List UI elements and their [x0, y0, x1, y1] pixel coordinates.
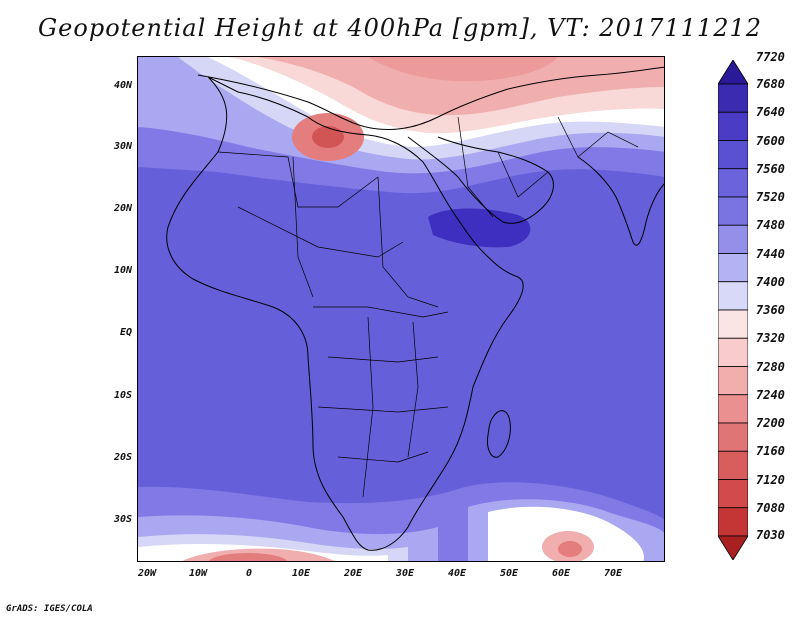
india-coastline — [577, 156, 664, 246]
border-line — [337, 451, 429, 463]
lon-label-40e: 40E — [447, 568, 467, 579]
colorbar-cells — [718, 60, 748, 560]
border-line — [317, 406, 449, 413]
africa-coastline — [166, 76, 524, 551]
colorbar-cell — [718, 83, 748, 113]
mediterranean-coast — [197, 66, 664, 130]
colorbar-level-label: 7560 — [756, 161, 785, 176]
colorbar-level-label: 7120 — [756, 472, 785, 487]
colorbar-level-label: 7480 — [756, 218, 785, 233]
colorbar-level-label: 7080 — [756, 500, 785, 515]
field-low-south-red — [208, 553, 288, 561]
lat-label-40n: 40N — [113, 80, 132, 91]
lon-label-50e: 50E — [499, 568, 519, 579]
lon-label-30e: 30E — [395, 568, 415, 579]
colorbar-level-label: 7640 — [756, 105, 785, 120]
lon-label-70e: 70E — [603, 568, 623, 579]
coastlines — [166, 66, 664, 551]
border-line — [557, 116, 639, 158]
colorbar — [718, 60, 748, 560]
lat-label-30s: 30S — [113, 514, 132, 525]
field-low-north-core — [312, 126, 344, 148]
colorbar-cell — [718, 337, 748, 367]
colorbar-cell — [718, 479, 748, 509]
colorbar-level-label: 7360 — [756, 303, 785, 317]
colorbar-cell — [718, 224, 748, 254]
border-line — [407, 321, 419, 458]
colorbar-cell — [718, 309, 748, 339]
border-line — [497, 151, 549, 198]
border-line — [237, 206, 404, 258]
lat-label-30n: 30N — [113, 141, 132, 152]
colorbar-cell — [718, 281, 748, 311]
field-band-pink-north — [258, 57, 664, 116]
lat-label-10n: 10N — [113, 265, 132, 276]
colorbar-level-label: 7680 — [756, 77, 785, 91]
lon-label-60e: 60E — [551, 568, 571, 579]
colorbar-cell — [718, 450, 748, 480]
colorbar-level-label: 7440 — [756, 246, 785, 261]
lon-label-10w: 10W — [188, 568, 208, 579]
border-line — [327, 356, 439, 363]
border-line — [217, 151, 379, 208]
lat-label-20s: 20S — [113, 452, 132, 463]
colorbar-cell — [718, 111, 748, 141]
field-high-arabia — [428, 208, 531, 248]
grads-credit: GrADS: IGES/COLA — [6, 604, 93, 614]
border-line — [292, 156, 314, 298]
colorbar-top-arrow — [718, 60, 748, 85]
colorbar-cell — [718, 394, 748, 424]
madagascar-coastline — [487, 410, 511, 458]
field-low-southeast-red — [558, 541, 582, 557]
colorbar-level-label: 7600 — [756, 133, 785, 148]
lon-label-10e: 10E — [291, 568, 311, 579]
colorbar-level-label: 7160 — [756, 444, 785, 459]
lon-label-0: 0 — [245, 568, 253, 579]
colorbar-level-label: 7240 — [756, 387, 785, 402]
lon-label-20w: 20W — [137, 568, 157, 579]
colorbar-cell — [718, 196, 748, 226]
lat-label-eq: EQ — [119, 327, 132, 338]
colorbar-level-label: 7520 — [756, 190, 785, 204]
colorbar-cell — [718, 422, 748, 452]
border-line — [313, 306, 449, 318]
height-field-map — [138, 57, 664, 561]
colorbar-cell — [718, 140, 748, 170]
colorbar-cell — [718, 168, 748, 198]
colorbar-level-label: 7720 — [756, 50, 785, 64]
field-band-red-north — [368, 57, 558, 82]
country-borders — [217, 116, 639, 498]
colorbar-cell — [718, 253, 748, 283]
colorbar-bottom-arrow — [718, 535, 748, 560]
border-line — [377, 176, 439, 308]
lat-label-20n: 20N — [113, 203, 132, 214]
map-plot-area — [137, 56, 665, 562]
lat-label-10s: 10S — [113, 390, 132, 401]
colorbar-cell — [718, 366, 748, 396]
colorbar-cell — [718, 507, 748, 537]
colorbar-level-label: 7320 — [756, 331, 785, 346]
border-line — [457, 116, 494, 218]
colorbar-level-label: 7030 — [756, 528, 785, 542]
lon-label-20e: 20E — [343, 568, 363, 579]
colorbar-level-label: 7400 — [756, 274, 785, 289]
colorbar-level-label: 7280 — [756, 359, 785, 374]
colorbar-level-label: 7200 — [756, 416, 785, 430]
map-title: Geopotential Height at 400hPa [gpm], VT:… — [38, 14, 762, 42]
border-line — [362, 316, 374, 498]
